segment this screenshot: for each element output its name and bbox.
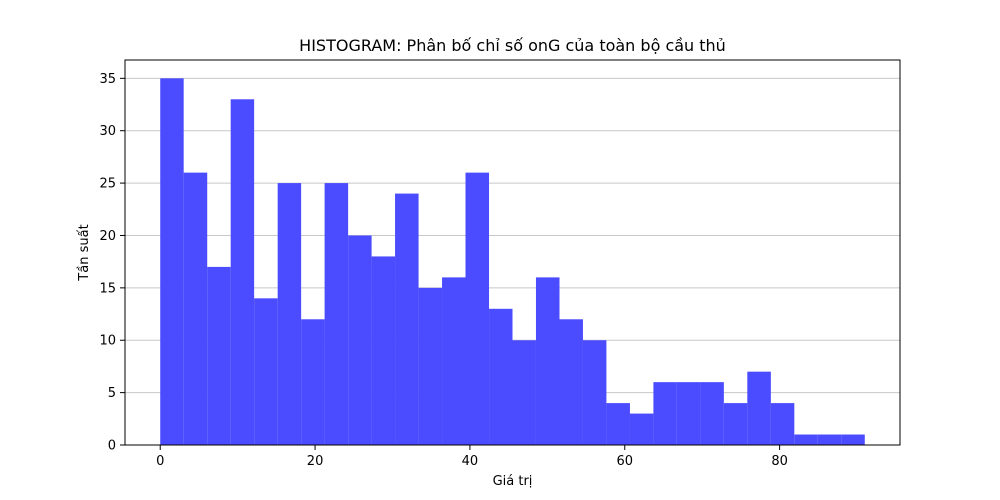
y-tick-label: 25 bbox=[99, 177, 116, 192]
histogram-bar bbox=[770, 403, 795, 445]
histogram-bar bbox=[559, 319, 583, 445]
histogram-bar bbox=[465, 172, 490, 445]
histogram-bar bbox=[606, 403, 630, 445]
plot-frame bbox=[124, 59, 901, 446]
histogram-bar bbox=[676, 382, 701, 445]
x-tick-label: 80 bbox=[771, 454, 788, 469]
histogram-bar bbox=[418, 287, 443, 445]
histogram-bar bbox=[747, 371, 771, 445]
histogram-bar bbox=[512, 340, 536, 445]
histogram-bar bbox=[301, 319, 325, 445]
histogram-bar bbox=[442, 277, 466, 445]
chart-title: HISTOGRAM: Phân bố chỉ số onG của toàn b… bbox=[299, 36, 726, 55]
histogram-bar bbox=[629, 413, 654, 445]
x-axis-label: Giá trị bbox=[493, 474, 533, 489]
y-tick-label: 0 bbox=[108, 439, 116, 454]
histogram-bar bbox=[230, 99, 255, 446]
histogram-bar bbox=[254, 298, 278, 445]
y-tick-label: 35 bbox=[99, 72, 116, 87]
histogram-bar bbox=[395, 193, 419, 445]
y-axis-label: Tần suất bbox=[77, 224, 92, 281]
x-tick-label: 20 bbox=[307, 454, 324, 469]
histogram-bar bbox=[348, 235, 372, 445]
axis-ticks: 0 20 40 60 80 0 5 10 15 20 25 30 35 bbox=[99, 72, 787, 469]
histogram-bar bbox=[817, 434, 842, 445]
histogram-bar bbox=[207, 266, 231, 445]
histogram-bar bbox=[183, 172, 208, 445]
histogram-bar bbox=[582, 340, 607, 445]
histogram-bar bbox=[160, 78, 184, 445]
y-tick-label: 15 bbox=[99, 281, 116, 296]
histogram-bar bbox=[723, 403, 748, 445]
x-tick-label: 40 bbox=[462, 454, 479, 469]
x-tick-label: 0 bbox=[156, 454, 164, 469]
histogram-bar bbox=[277, 183, 302, 445]
histogram-bar bbox=[371, 256, 396, 445]
histogram-bar bbox=[653, 382, 677, 445]
histogram-bar bbox=[535, 277, 560, 445]
y-tick-label: 5 bbox=[108, 386, 116, 401]
histogram-bar bbox=[794, 434, 818, 445]
histogram-bar bbox=[841, 434, 865, 445]
histogram-bars bbox=[160, 78, 865, 446]
histogram-bar bbox=[700, 382, 724, 445]
y-tick-label: 10 bbox=[99, 334, 116, 349]
histogram-bar bbox=[489, 308, 513, 445]
y-tick-label: 30 bbox=[99, 124, 116, 139]
x-tick-label: 60 bbox=[616, 454, 633, 469]
y-tick-label: 20 bbox=[99, 229, 116, 244]
histogram-bar bbox=[324, 183, 349, 445]
